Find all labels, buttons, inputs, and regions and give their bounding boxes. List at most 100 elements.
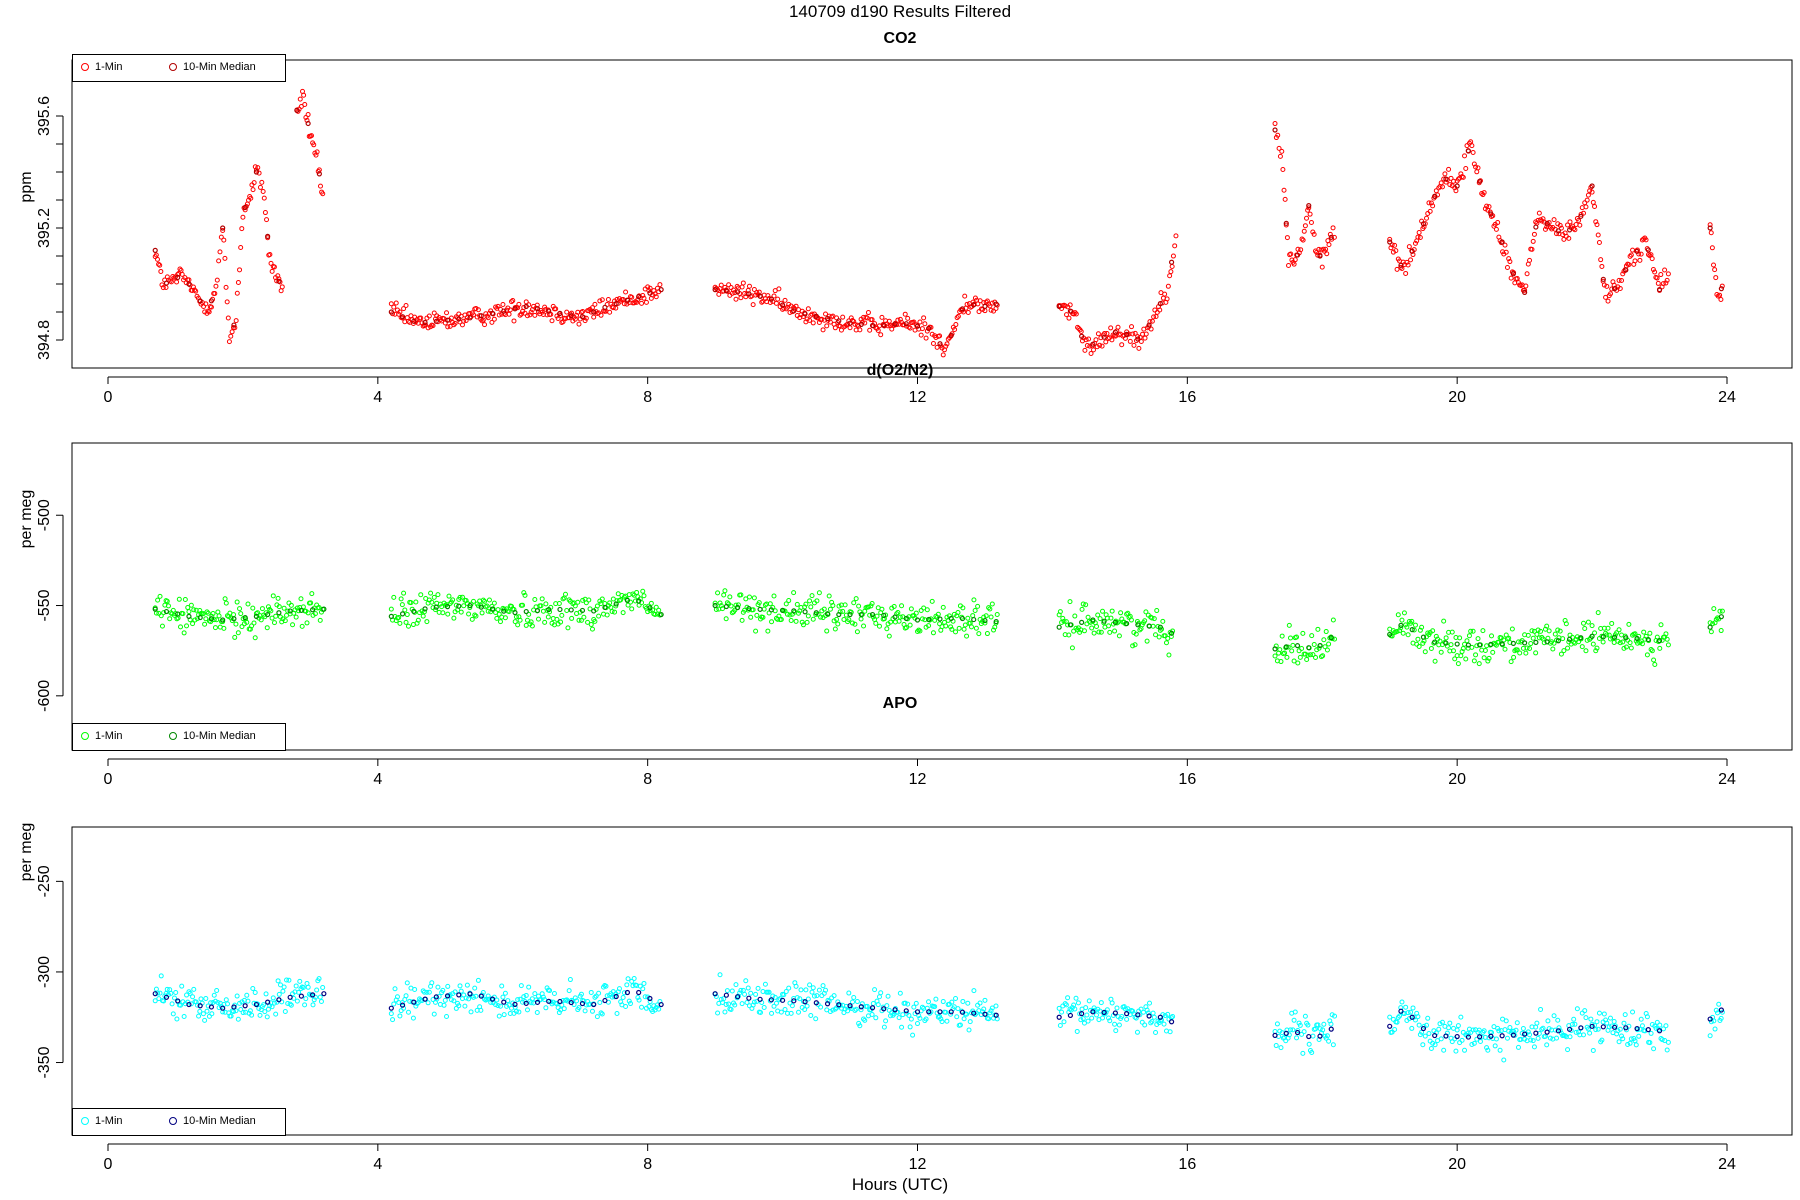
data-point-1min (430, 323, 436, 329)
data-point-1min (1541, 640, 1547, 646)
x-tick-label: 4 (373, 771, 382, 788)
data-point-1min (1093, 337, 1099, 343)
data-point-1min (1503, 1018, 1509, 1024)
data-point-1min (1555, 627, 1561, 633)
data-point-1min (1410, 252, 1416, 258)
data-point-median (1079, 1011, 1085, 1017)
data-point-1min (287, 1001, 293, 1007)
data-point-1min (1560, 636, 1566, 642)
data-point-median (467, 991, 473, 997)
data-point-1min (1462, 153, 1468, 159)
data-point-1min (1295, 660, 1301, 666)
data-point-median (624, 597, 631, 604)
data-point-1min (269, 615, 275, 621)
data-point-1min (609, 609, 615, 615)
data-point-1min (1479, 191, 1485, 197)
data-point-1min (587, 606, 593, 612)
data-point-median (791, 608, 797, 614)
data-point-median (1317, 253, 1323, 259)
data-point-1min (854, 999, 860, 1005)
data-point-1min (1449, 1039, 1455, 1045)
data-point-1min (1527, 645, 1533, 651)
data-point-1min (733, 296, 739, 302)
data-point-median (1499, 641, 1505, 647)
data-point-1min (859, 1001, 865, 1007)
data-point-1min (499, 983, 505, 989)
data-point-1min (1555, 1017, 1561, 1023)
data-point-1min (1621, 1020, 1627, 1026)
data-point-1min (1153, 632, 1159, 638)
data-point-median (1328, 234, 1334, 240)
data-point-1min (233, 621, 239, 627)
data-point-1min (239, 226, 245, 232)
data-point-1min (835, 621, 841, 627)
data-point-1min (415, 617, 421, 623)
data-point-1min (1530, 1038, 1536, 1044)
data-point-1min (818, 614, 824, 620)
data-point-1min (862, 1017, 868, 1023)
data-point-1min (1297, 654, 1303, 660)
data-point-1min (805, 996, 811, 1002)
data-point-1min (479, 610, 485, 616)
data-point-1min (807, 317, 813, 323)
data-point-1min (554, 616, 560, 622)
data-point-1min (1606, 1024, 1612, 1030)
data-point-1min (403, 619, 409, 625)
x-tick-label: 12 (909, 1156, 927, 1173)
data-point-median (456, 992, 462, 998)
data-point-1min (299, 623, 305, 629)
data-point-1min (509, 603, 515, 609)
data-point-1min (1628, 645, 1634, 651)
data-point-1min (1463, 656, 1469, 662)
data-point-median (265, 999, 271, 1005)
data-point-1min (981, 1006, 987, 1012)
data-point-1min (1159, 1017, 1165, 1023)
data-point-1min (516, 1009, 522, 1015)
data-point-1min (1311, 641, 1317, 647)
data-point-1min (440, 987, 446, 993)
data-point-1min (922, 321, 928, 327)
data-point-1min (252, 635, 258, 641)
data-point-1min (290, 622, 296, 628)
data-point-median (534, 306, 541, 312)
data-point-1min (915, 1021, 920, 1027)
data-point-1min (726, 282, 732, 288)
data-point-1min (791, 590, 797, 596)
data-point-median (208, 1004, 215, 1010)
data-point-1min (1094, 623, 1100, 629)
data-point-1min (431, 1011, 437, 1017)
data-point-1min (532, 991, 538, 997)
data-point-1min (1411, 627, 1417, 633)
data-point-1min (1594, 1019, 1600, 1025)
data-point-1min (1098, 335, 1104, 341)
data-point-1min (447, 992, 453, 998)
data-point-1min (559, 612, 565, 618)
data-point-median (294, 107, 300, 114)
data-point-1min (564, 608, 570, 614)
data-point-1min (610, 305, 616, 311)
data-point-1min (810, 616, 816, 622)
data-point-1min (512, 619, 518, 625)
data-point-median (1409, 627, 1415, 633)
data-point-1min (989, 601, 995, 607)
data-point-1min (278, 982, 284, 988)
data-point-median (1398, 1008, 1404, 1014)
data-point-1min (820, 327, 826, 333)
data-point-1min (556, 601, 562, 607)
data-point-1min (527, 312, 533, 318)
data-point-1min (721, 996, 727, 1002)
data-point-1min (235, 630, 241, 636)
data-point-1min (1565, 222, 1571, 228)
data-point-median (1409, 248, 1415, 254)
data-point-median (197, 1003, 203, 1009)
data-point-1min (522, 592, 528, 598)
data-point-1min (558, 619, 564, 625)
data-point-median (1623, 635, 1629, 641)
data-point-median (1306, 645, 1312, 651)
data-point-1min (820, 983, 826, 989)
data-point-median (993, 1012, 999, 1018)
data-point-median (847, 320, 853, 326)
data-point-1min (1286, 622, 1292, 628)
data-point-median (1124, 331, 1130, 337)
data-point-1min (253, 167, 259, 173)
